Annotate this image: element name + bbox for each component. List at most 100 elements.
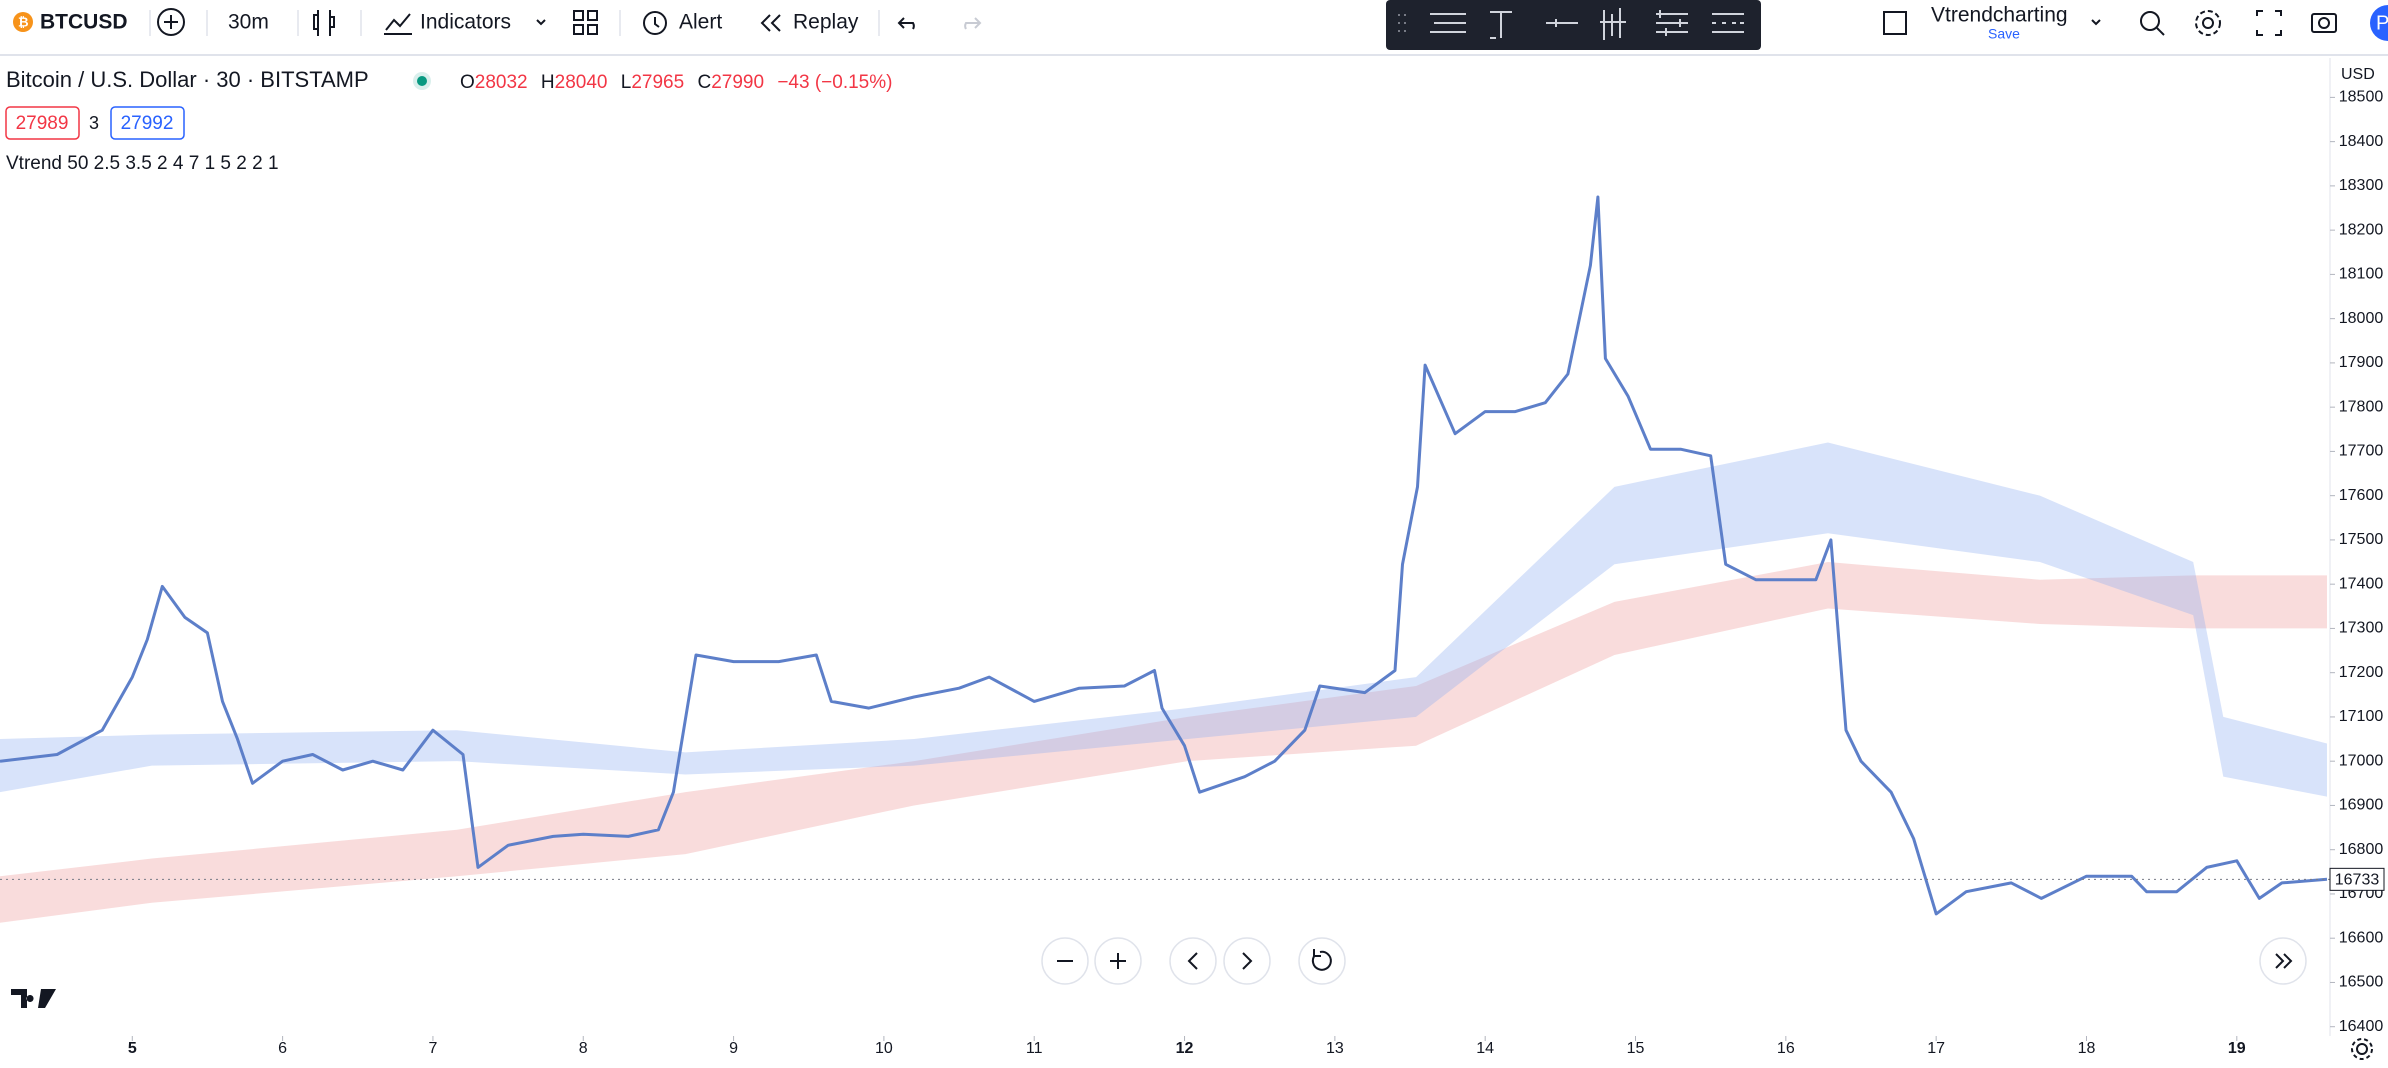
indicators[interactable]: Indicators [420, 11, 511, 34]
layout-status: Save [1988, 26, 2020, 42]
layout-icon[interactable] [1883, 11, 1907, 35]
y-tick-label: 17000 [2339, 752, 2384, 769]
tool[interactable] [1600, 8, 1626, 40]
y-tick-label: 17700 [2339, 443, 2384, 460]
y-tick-label: 17800 [2339, 398, 2384, 415]
drawing-toolbar [1386, 0, 1761, 50]
chart-type-button[interactable] [313, 10, 335, 36]
replay-button[interactable]: Replay [760, 11, 859, 34]
bid[interactable]: 27989 [16, 113, 69, 134]
spread: 3 [89, 113, 99, 133]
zoom-in[interactable] [1094, 937, 1142, 985]
scroll-left[interactable] [1169, 937, 1217, 985]
last-price-box [2329, 867, 2385, 891]
tool[interactable] [1656, 10, 1688, 36]
layouts-button[interactable] [573, 10, 598, 35]
chart-navigation [1041, 937, 2307, 985]
layout-menu[interactable] [2091, 19, 2101, 26]
redo[interactable] [964, 17, 982, 30]
high: 28040 [555, 72, 608, 93]
tool[interactable] [1430, 13, 1466, 33]
replay[interactable]: Replay [793, 11, 859, 34]
settings-button[interactable] [2195, 10, 2221, 36]
symbol-button[interactable]: ₿ BTCUSD [13, 11, 128, 34]
alert-button[interactable]: Alert [643, 11, 722, 35]
scroll-right[interactable] [1223, 937, 1271, 985]
y-tick-label: 18300 [2339, 177, 2384, 194]
x-tick-label: 12 [1176, 1040, 1194, 1057]
fullscreen-button[interactable] [2256, 10, 2282, 36]
market-status[interactable] [417, 76, 427, 86]
x-tick-label: 5 [128, 1040, 137, 1057]
tool[interactable] [1490, 11, 1512, 39]
price-line [0, 195, 2328, 916]
x-tick-label: 14 [1476, 1040, 1494, 1057]
y-tick-label: 17100 [2339, 708, 2384, 725]
x-tick-label: 11 [1026, 1040, 1043, 1057]
currency: USD [2341, 66, 2375, 83]
plot: USD1640016500166001670016800169001700017… [0, 58, 2385, 1057]
search-button[interactable] [2140, 11, 2165, 36]
buy-button[interactable] [110, 106, 185, 140]
reset-chart[interactable] [1298, 937, 1346, 985]
x-tick-label: 10 [875, 1040, 893, 1057]
y-tick-label: 17200 [2339, 664, 2384, 681]
symbol-title: Bitcoin / U.S. Dollar · 30 · BITSTAMP [6, 67, 369, 92]
y-tick-label: 17600 [2339, 487, 2384, 504]
ohlc: O28032 H28040 L27965 C27990 −43 (−0.15%) [460, 72, 892, 93]
x-tick-label: 7 [428, 1040, 437, 1057]
x-tick-label: 13 [1326, 1040, 1344, 1057]
undo[interactable] [897, 17, 915, 30]
symbol[interactable]: BTCUSD [40, 11, 128, 34]
y-tick-label: 18500 [2339, 89, 2384, 106]
sell-button[interactable] [5, 106, 80, 140]
x-tick-label: 17 [1927, 1040, 1945, 1057]
close: 27990 [711, 72, 764, 93]
scroll-to-end[interactable] [2259, 937, 2307, 985]
y-tick-label: 17500 [2339, 531, 2384, 548]
indicators-button[interactable]: Indicators [384, 11, 546, 35]
tool[interactable] [1546, 19, 1578, 27]
close-label: C [697, 72, 711, 93]
y-tick-label: 16600 [2339, 929, 2384, 946]
indicator-legend[interactable]: Vtrend 50 2.5 3.5 2 4 7 1 5 2 2 1 [6, 153, 279, 174]
y-tick-label: 18400 [2339, 133, 2384, 150]
layout-name[interactable]: Vtrendcharting [1931, 4, 2068, 27]
x-tick-label: 18 [2078, 1040, 2096, 1057]
snapshot-button[interactable] [2311, 13, 2337, 33]
svg-text:₿: ₿ [18, 14, 29, 29]
high-label: H [541, 72, 555, 93]
y-tick-label: 16400 [2339, 1018, 2384, 1035]
x-tick-label: 8 [579, 1040, 588, 1057]
tradingview-logo[interactable] [11, 989, 56, 1008]
x-tick-label: 19 [2228, 1040, 2246, 1057]
trend-band [0, 442, 2327, 797]
tool[interactable] [1712, 13, 1744, 33]
x-tick-label: 16 [1777, 1040, 1795, 1057]
last-price: 16733 [2335, 872, 2380, 889]
y-tick-label: 17300 [2339, 620, 2384, 637]
x-tick-label: 15 [1627, 1040, 1645, 1057]
profile[interactable]: P [2376, 12, 2388, 34]
interval[interactable]: 30m [228, 11, 269, 34]
y-tick-label: 17400 [2339, 575, 2384, 592]
y-tick-label: 16800 [2339, 841, 2384, 858]
open-label: O [460, 72, 475, 93]
profile-avatar[interactable] [2370, 5, 2388, 41]
change: −43 (−0.15%) [777, 72, 892, 93]
axis-settings[interactable] [2351, 1038, 2373, 1060]
zoom-out[interactable] [1041, 937, 1089, 985]
y-tick-label: 18200 [2339, 221, 2384, 238]
alert[interactable]: Alert [679, 11, 722, 34]
y-tick-label: 16900 [2339, 797, 2384, 814]
low-label: L [621, 72, 632, 93]
open: 28032 [475, 72, 528, 93]
low: 27965 [631, 72, 684, 93]
compare-button[interactable] [157, 8, 185, 36]
ask[interactable]: 27992 [121, 113, 174, 134]
legend: Bitcoin / U.S. Dollar · 30 · BITSTAMP O2… [5, 67, 892, 174]
y-tick-label: 18000 [2339, 310, 2384, 327]
x-tick-label: 6 [278, 1040, 287, 1057]
